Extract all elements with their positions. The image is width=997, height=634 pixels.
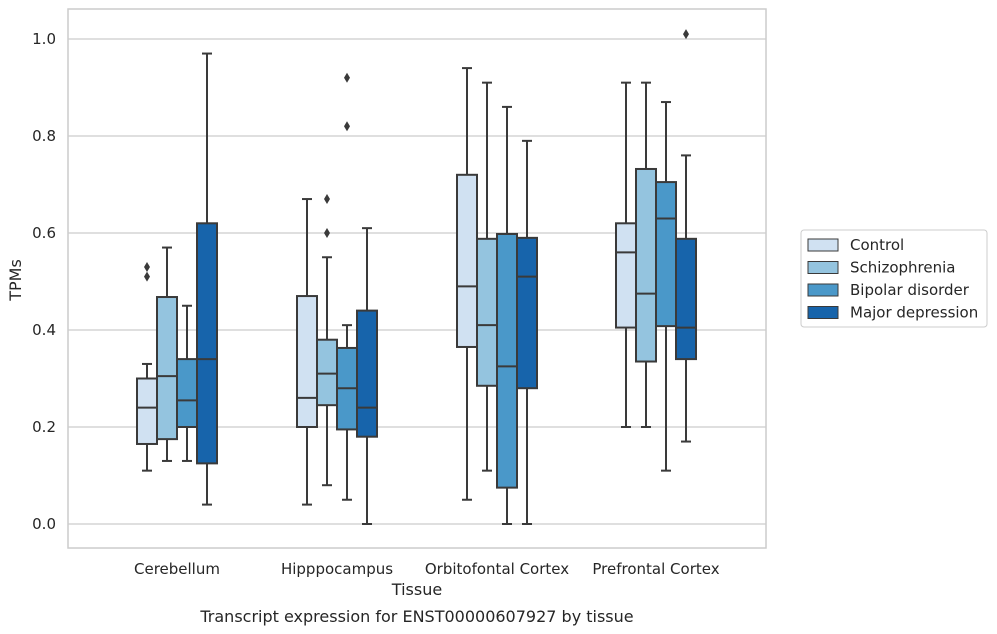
box-body [136,377,158,445]
box-schizophrenia [316,194,338,487]
x-tick-labels: Cerebellum Hipppocampus Orbitofontal Corte… [134,560,720,578]
legend: Control Schizophrenia Bipolar disorder Majo… [800,229,988,328]
legend-label: Bipolar disorder [850,281,970,299]
box-schizophrenia [476,81,498,472]
box-control [456,67,478,501]
box-control [615,81,637,428]
box-schizophrenia [156,246,178,462]
box-body [635,167,657,363]
legend-label: Control [850,236,904,254]
chart-caption: Transcript expression for ENST0000060792… [199,607,633,626]
boxes [136,29,697,525]
legend-swatch [807,306,839,319]
box-control [296,198,318,506]
x-tick-label: Prefrontal Cortex [592,560,719,578]
y-tick-label: 0.8 [32,127,56,145]
box-body [176,358,198,429]
box-bipolar-disorder [176,304,198,462]
x-axis-label: Tissue [391,580,442,599]
y-tick-label: 0.6 [32,224,56,242]
y-tick-label: 0.2 [32,418,56,436]
y-tick-labels: 0.0 0.2 0.4 0.6 0.8 1.0 [32,30,56,533]
box-bipolar-disorder [655,101,677,472]
x-tick-label: Hipppocampus [281,560,393,578]
y-tick-label: 0.0 [32,515,56,533]
outlier-point [144,261,150,272]
outlier-point [344,121,350,132]
x-tick-label: Orbitofontal Cortex [425,560,569,578]
box-body [516,236,538,390]
box-body [476,237,498,387]
box-body [615,222,637,329]
box-bipolar-disorder [336,72,358,501]
x-tick-label: Cerebellum [134,560,220,578]
outlier-point [344,72,350,83]
outlier-point [324,194,330,205]
legend-swatch [807,261,839,274]
box-body [156,296,178,441]
box-major-depression [356,227,378,525]
y-tick-label: 0.4 [32,321,56,339]
legend-swatch [807,238,839,252]
legend-label: Major depression [850,304,978,322]
box-schizophrenia [635,81,657,428]
box-bipolar-disorder [496,105,518,525]
outlier-point [144,271,150,282]
box-body [675,237,697,361]
legend-frame [800,229,988,328]
box-major-depression [516,139,538,525]
box-body [316,338,338,407]
box-major-depression [196,52,218,506]
y-axis-label: TPMs [6,259,25,302]
outlier-point [683,29,689,40]
box-major-depression [675,29,697,443]
box-body [655,181,677,328]
box-body [296,295,318,428]
box-body [196,222,218,465]
box-control [136,261,158,472]
plot-frame [67,8,767,549]
box-body [496,232,518,489]
box-body [456,173,478,348]
outlier-point [324,228,330,238]
y-tick-label: 1.0 [32,30,56,48]
legend-label: Schizophrenia [850,259,955,277]
legend-swatch [807,283,839,297]
box-body [356,309,378,438]
